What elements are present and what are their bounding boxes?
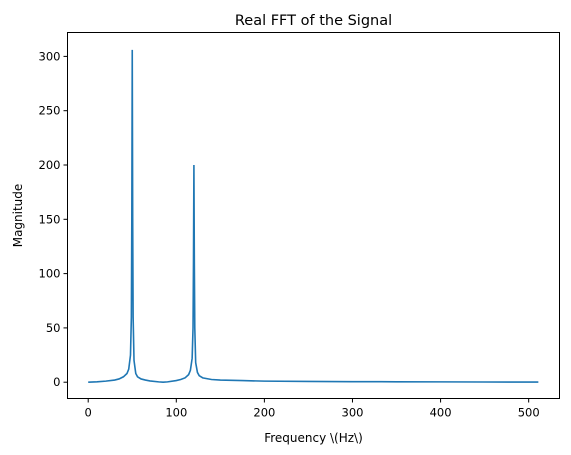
y-axis: 0 50 100 150 200 250 300 [39, 49, 68, 389]
x-tick-label: 400 [430, 406, 452, 420]
plot-frame [67, 32, 560, 399]
series-line [88, 49, 539, 384]
y-tick-label: 150 [39, 212, 61, 226]
y-tick-label: 250 [39, 104, 61, 118]
chart-title: Real FFT of the Signal [235, 13, 392, 29]
y-tick-label: 300 [39, 49, 61, 63]
x-tick-label: 0 [85, 406, 92, 420]
y-tick-label: 100 [39, 267, 61, 281]
x-tick-label: 300 [342, 406, 364, 420]
plot-area: 0 100 200 300 400 500 0 50 100 150 200 250 300 [39, 32, 560, 420]
y-axis-label: Magnitude [11, 184, 25, 248]
x-axis: 0 100 200 300 400 500 [85, 398, 540, 420]
y-tick-label: 200 [39, 158, 61, 172]
y-tick-label: 50 [46, 321, 61, 335]
x-tick-label: 100 [165, 406, 187, 420]
y-tick-label: 0 [53, 375, 60, 389]
x-tick-label: 500 [518, 406, 540, 420]
x-axis-label: Frequency \(Hz\) [264, 431, 363, 445]
x-tick-label: 200 [253, 406, 275, 420]
